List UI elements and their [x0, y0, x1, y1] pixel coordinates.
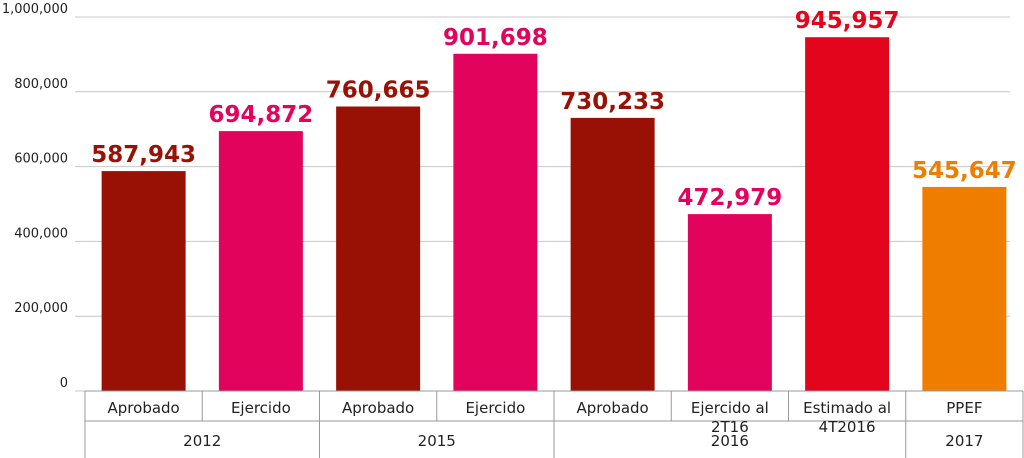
y-tick-label: 400,000: [14, 226, 68, 241]
value-label: 730,233: [560, 89, 665, 115]
y-tick-label: 800,000: [14, 77, 68, 92]
group-label: 2017: [945, 432, 983, 450]
x-tick-label: Estimado al 4T2016: [803, 399, 892, 436]
group-label: 2015: [418, 432, 456, 450]
bar: [453, 53, 538, 391]
x-tick-label: PPEF: [946, 399, 983, 417]
value-label: 760,665: [326, 78, 431, 104]
bar: [101, 171, 186, 391]
x-tick-label: Ejercido: [230, 399, 291, 417]
x-tick-label: Aprobado: [342, 399, 415, 417]
y-tick-label: 0: [60, 376, 68, 391]
bar: [805, 37, 890, 391]
value-label: 901,698: [443, 25, 548, 51]
group-label: 2016: [711, 432, 749, 450]
bar: [687, 214, 772, 391]
x-tick-label: Aprobado: [107, 399, 180, 417]
bar: [218, 131, 303, 392]
x-tick-label: Ejercido: [465, 399, 526, 417]
x-tick-label: Aprobado: [576, 399, 649, 417]
x-tick-label: Ejercido al 2T16: [690, 399, 769, 436]
group-label: 2012: [183, 432, 221, 450]
value-label: 694,872: [208, 102, 313, 128]
bar: [922, 186, 1007, 391]
value-label: 472,979: [677, 185, 782, 211]
value-label: 545,647: [912, 158, 1017, 184]
y-tick-label: 200,000: [14, 301, 68, 316]
bar: [336, 106, 421, 391]
value-label: 945,957: [795, 8, 900, 34]
bar: [570, 117, 655, 392]
value-label: 587,943: [91, 142, 196, 168]
y-tick-label: 1,000,000: [2, 2, 68, 17]
y-tick-label: 600,000: [14, 152, 68, 167]
